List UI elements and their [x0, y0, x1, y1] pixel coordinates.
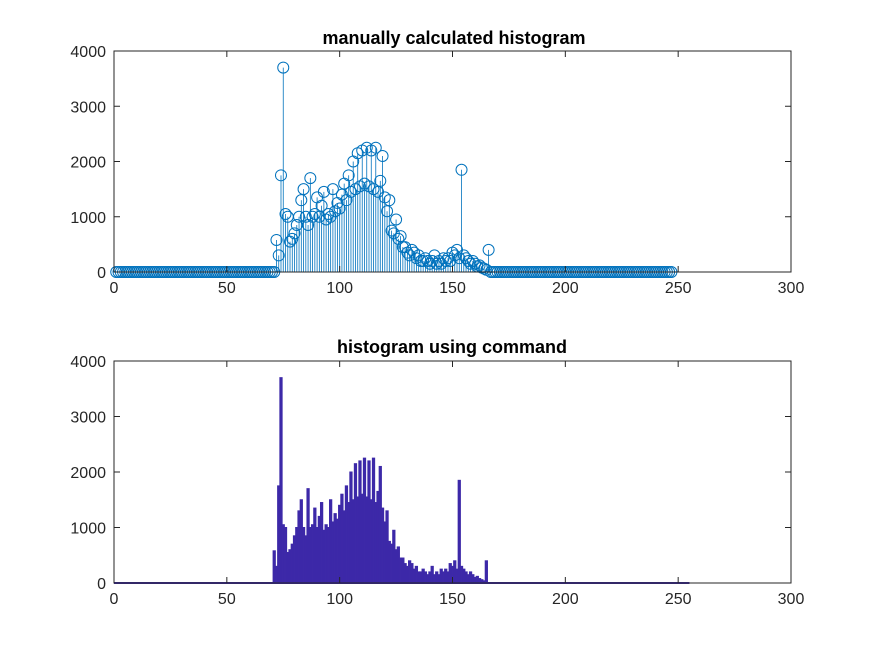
- stem-plot-x-tick-label: 200: [552, 280, 579, 297]
- bar-plot-x-tick-label: 0: [110, 591, 119, 608]
- bar-plot-y-tick-label: 0: [97, 576, 106, 593]
- stem-marker: [315, 199, 328, 212]
- stem-marker: [272, 249, 285, 262]
- stem-marker: [322, 207, 335, 220]
- stem-marker: [306, 210, 319, 223]
- stem-marker: [297, 183, 310, 196]
- stem-marker: [277, 61, 290, 74]
- stem-marker: [326, 183, 339, 196]
- stem-marker: [333, 202, 346, 215]
- stem-marker: [383, 194, 396, 207]
- stem-marker: [369, 141, 382, 154]
- stem-marker: [374, 174, 387, 187]
- stem-plot-y-tick-label: 3000: [70, 99, 106, 116]
- stem-marker: [478, 262, 491, 275]
- stem-marker: [342, 169, 355, 182]
- bar-plot-title: histogram using command: [337, 337, 567, 357]
- stem-marker: [482, 243, 495, 256]
- stem-marker: [417, 254, 430, 267]
- bar-plot-y-ticks: 0 1000 2000 3000 4000: [70, 354, 791, 593]
- stem-plot-x-tick-label: 300: [778, 280, 805, 297]
- bar-plot-x-tick-label: 100: [326, 591, 353, 608]
- bar-plot-x-tick-label: 200: [552, 591, 579, 608]
- stem-marker: [293, 210, 306, 223]
- bar-plot-x-tick-label: 300: [778, 591, 805, 608]
- stem-marker: [279, 207, 292, 220]
- stem-plot-x-tick-label: 150: [439, 280, 466, 297]
- stem-marker: [376, 149, 389, 162]
- stem-plot-x-tick-label: 100: [326, 280, 353, 297]
- stem-plot-x-tick-label: 250: [665, 280, 692, 297]
- stem-marker: [288, 227, 301, 240]
- bar-plot-x-ticks: 0 50 100 150 200 250 300: [110, 361, 805, 608]
- bar-plot-y-tick-label: 4000: [70, 354, 106, 371]
- stem-plot-y-tick-label: 1000: [70, 210, 106, 227]
- stem-marker: [464, 257, 477, 270]
- stem-plot-y-tick-label: 0: [97, 265, 106, 282]
- stem-marker: [299, 210, 312, 223]
- bar-plot-x-tick-label: 150: [439, 591, 466, 608]
- stem-plot-x-ticks: 0 50 100 150 200 250 300: [110, 51, 805, 297]
- stem-plot-y-ticks: 0 1000 2000 3000 4000: [70, 44, 791, 282]
- bar-plot-y-tick-label: 2000: [70, 465, 106, 482]
- stem-marker: [462, 254, 475, 267]
- stem-marker: [439, 254, 452, 267]
- stem-marker: [473, 259, 486, 272]
- stem-plot-x-tick-label: 50: [218, 280, 236, 297]
- stem-marker: [270, 233, 283, 246]
- histogram-bar: [484, 560, 488, 584]
- bar-plot-x-tick-label: 50: [218, 591, 236, 608]
- stem-plot-x-tick-label: 0: [110, 280, 119, 297]
- bar-plot-axes: histogram using command 0 50 100 150 200 250 3…: [70, 337, 804, 608]
- stem-marker: [385, 224, 398, 237]
- stem-marker: [317, 185, 330, 198]
- bar-plot-y-tick-label: 3000: [70, 410, 106, 427]
- stem-plot-axes: manually calculated histogram 0 50 100 150 2…: [70, 28, 804, 297]
- stem-marker: [390, 213, 403, 226]
- stem-marker: [455, 163, 468, 176]
- bar-plot-x-tick-label: 250: [665, 591, 692, 608]
- stem-plot-y-tick-label: 4000: [70, 44, 106, 61]
- stem-marker: [304, 172, 317, 185]
- stem-marker: [437, 252, 450, 265]
- bar-plot-y-tick-label: 1000: [70, 521, 106, 538]
- stem-plot-title: manually calculated histogram: [322, 28, 585, 48]
- stem-marker: [286, 232, 299, 245]
- stem-marker: [274, 169, 287, 182]
- stem-plot-y-tick-label: 2000: [70, 155, 106, 172]
